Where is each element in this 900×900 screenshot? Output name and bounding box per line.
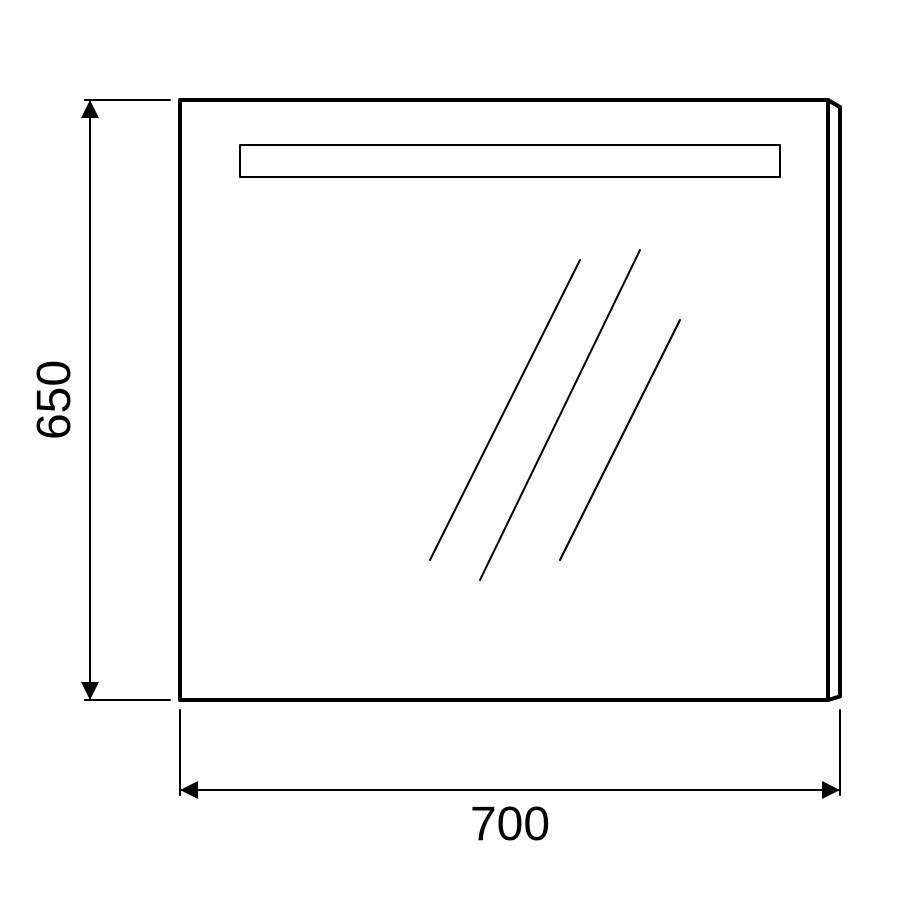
mirror-front-face	[180, 100, 828, 700]
width-dim-label: 700	[470, 798, 550, 851]
reflection-line	[560, 320, 680, 560]
mirror-technical-drawing: 650 700	[0, 0, 900, 900]
reflection-line	[430, 260, 580, 560]
height-dim-label: 650	[28, 360, 81, 440]
light-strip	[240, 145, 780, 177]
mirror-side-face	[828, 100, 840, 700]
